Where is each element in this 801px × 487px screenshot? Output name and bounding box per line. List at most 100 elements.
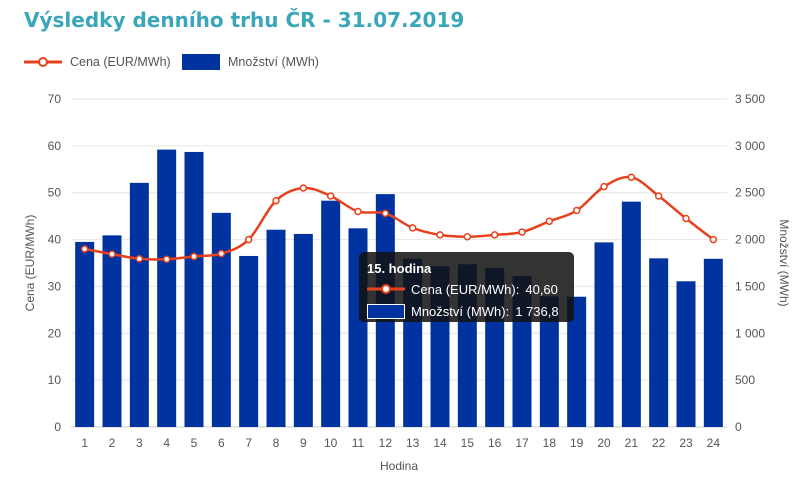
x-tick-label: 7 <box>245 436 252 450</box>
right-tick-label: 500 <box>735 373 755 387</box>
x-tick-label: 19 <box>570 436 584 450</box>
price-point[interactable] <box>572 206 581 215</box>
x-tick-label: 22 <box>652 436 666 450</box>
price-point[interactable] <box>682 214 690 223</box>
volume-bar[interactable] <box>594 242 614 427</box>
tooltip-volume-label: Množství (MWh): <box>411 303 510 319</box>
price-point[interactable] <box>162 255 171 264</box>
price-point[interactable] <box>354 207 362 216</box>
price-point[interactable] <box>217 249 226 258</box>
price-point[interactable] <box>244 235 253 244</box>
price-point[interactable] <box>108 250 116 258</box>
volume-bar[interactable] <box>266 229 286 427</box>
tooltip-title: 15. hodina <box>367 261 432 276</box>
x-axis: 1 2 3 4 5 6 7 8 9 10 11 12 13 14 15 16 17 18 19 20 21 22 23 24 <box>81 436 720 450</box>
tooltip-price-label: Cena (EUR/MWh): <box>411 281 520 297</box>
volume-bar[interactable] <box>649 258 669 427</box>
left-tick-label: 30 <box>48 279 62 293</box>
volume-bar[interactable] <box>239 255 259 427</box>
left-tick-label: 60 <box>48 139 62 153</box>
bar-swatch-icon <box>367 303 405 319</box>
price-point[interactable] <box>299 184 308 192</box>
right-axis-label: Množství (MWh) <box>777 219 791 306</box>
price-point[interactable] <box>272 196 280 205</box>
volume-bar[interactable] <box>703 258 723 427</box>
line-swatch-icon <box>367 284 405 294</box>
x-tick-label: 9 <box>300 436 307 450</box>
price-point[interactable] <box>326 192 335 200</box>
price-point[interactable] <box>627 173 636 182</box>
left-tick-label: 50 <box>48 186 62 200</box>
left-tick-label: 0 <box>54 420 61 434</box>
x-tick-label: 12 <box>379 436 393 450</box>
price-point[interactable] <box>381 209 390 218</box>
volume-bar[interactable] <box>129 182 149 427</box>
right-tick-label: 3 500 <box>735 92 765 106</box>
legend-label-price: Cena (EUR/MWh) <box>70 55 171 69</box>
price-point[interactable] <box>436 231 444 239</box>
volume-bar[interactable] <box>676 281 696 427</box>
x-axis-label: Hodina <box>380 459 418 473</box>
volume-bar[interactable] <box>184 151 204 427</box>
right-tick-label: 1 500 <box>735 279 765 293</box>
volume-bar[interactable] <box>157 149 177 427</box>
x-tick-label: 4 <box>163 436 170 450</box>
x-tick-label: 5 <box>191 436 198 450</box>
price-point[interactable] <box>654 192 663 200</box>
left-tick-label: 10 <box>48 373 62 387</box>
x-tick-label: 11 <box>352 436 365 450</box>
price-line <box>80 173 718 264</box>
tooltip-price-value: 40,60 <box>525 281 558 297</box>
price-point[interactable] <box>545 217 554 226</box>
tooltip-volume-value: 1 736,8 <box>515 303 559 319</box>
volume-bar[interactable] <box>102 235 122 427</box>
tooltip-row-volume: Množství (MWh): 1 736,8 <box>367 300 566 322</box>
volume-bar[interactable] <box>75 241 95 427</box>
left-tick-label: 70 <box>48 92 62 106</box>
left-tick-label: 40 <box>48 233 62 247</box>
price-point[interactable] <box>490 231 499 239</box>
x-tick-label: 14 <box>433 436 447 450</box>
price-point[interactable] <box>600 182 608 191</box>
right-tick-label: 2 000 <box>735 233 765 247</box>
x-tick-label: 8 <box>273 436 280 450</box>
x-tick-label: 15 <box>461 436 475 450</box>
volume-bar[interactable] <box>321 200 341 427</box>
left-axis-label: Cena (EUR/MWh) <box>23 215 37 312</box>
price-point[interactable] <box>80 245 89 253</box>
x-tick-label: 10 <box>324 436 338 450</box>
x-tick-label: 17 <box>515 436 529 450</box>
volume-bar[interactable] <box>621 201 641 427</box>
price-point[interactable] <box>463 233 472 241</box>
x-tick-label: 6 <box>218 436 225 450</box>
price-point[interactable] <box>135 255 144 263</box>
right-tick-label: 2 500 <box>735 186 765 200</box>
price-line-path <box>84 175 715 261</box>
x-tick-label: 20 <box>597 436 611 450</box>
x-tick-label: 3 <box>136 436 143 450</box>
x-tick-label: 13 <box>406 436 420 450</box>
price-point[interactable] <box>408 224 417 232</box>
volume-bar[interactable] <box>293 233 313 427</box>
volume-bar[interactable] <box>211 212 231 427</box>
x-tick-label: 16 <box>488 436 502 450</box>
x-tick-label: 1 <box>81 436 88 450</box>
volume-bar[interactable] <box>539 296 559 427</box>
right-tick-label: 1 000 <box>735 326 765 340</box>
x-tick-label: 23 <box>679 436 693 450</box>
chart-title: Výsledky denního trhu ČR - 31.07.2019 <box>24 8 465 32</box>
volume-bar[interactable] <box>567 296 587 427</box>
legend-item-volume[interactable]: Množství (MWh) <box>182 52 319 72</box>
legend-label-volume: Množství (MWh) <box>228 55 319 69</box>
price-point[interactable] <box>518 228 526 236</box>
price-point[interactable] <box>190 252 198 261</box>
bar-swatch-icon <box>182 54 220 70</box>
legend-item-price[interactable]: Cena (EUR/MWh) <box>24 52 171 72</box>
line-swatch-icon <box>24 57 62 67</box>
left-axis: 0 10 20 30 40 50 60 70 <box>48 92 62 434</box>
price-point[interactable] <box>709 235 718 244</box>
right-tick-label: 0 <box>735 420 742 434</box>
x-tick-label: 21 <box>625 436 639 450</box>
right-tick-label: 3 000 <box>735 139 765 153</box>
